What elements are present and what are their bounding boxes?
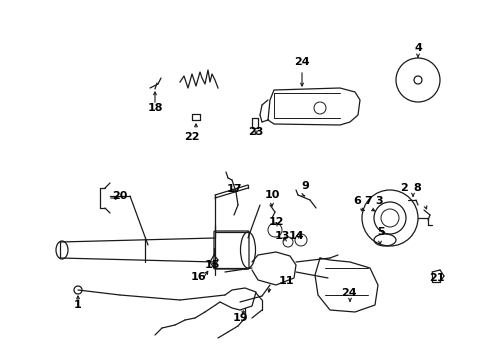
Text: 16: 16 [190, 272, 205, 282]
Text: 24: 24 [341, 288, 356, 298]
Text: 22: 22 [184, 132, 199, 142]
Text: 21: 21 [428, 273, 444, 283]
Text: 15: 15 [204, 260, 219, 270]
Text: 23: 23 [248, 127, 263, 137]
Text: 12: 12 [268, 217, 283, 227]
Text: 4: 4 [413, 43, 421, 53]
Text: 17: 17 [226, 184, 241, 194]
Text: 5: 5 [376, 227, 384, 237]
Text: 7: 7 [364, 196, 371, 206]
Text: 13: 13 [274, 231, 289, 241]
Text: 8: 8 [412, 183, 420, 193]
Text: 3: 3 [374, 196, 382, 206]
Text: 1: 1 [74, 300, 81, 310]
Text: 9: 9 [301, 181, 308, 191]
Text: 11: 11 [278, 276, 293, 286]
Text: 6: 6 [352, 196, 360, 206]
Text: 2: 2 [399, 183, 407, 193]
Text: 24: 24 [294, 57, 309, 67]
Text: 19: 19 [233, 313, 248, 323]
Text: 18: 18 [147, 103, 163, 113]
Text: 14: 14 [287, 231, 303, 241]
Text: 10: 10 [264, 190, 279, 200]
Text: 20: 20 [112, 191, 127, 201]
